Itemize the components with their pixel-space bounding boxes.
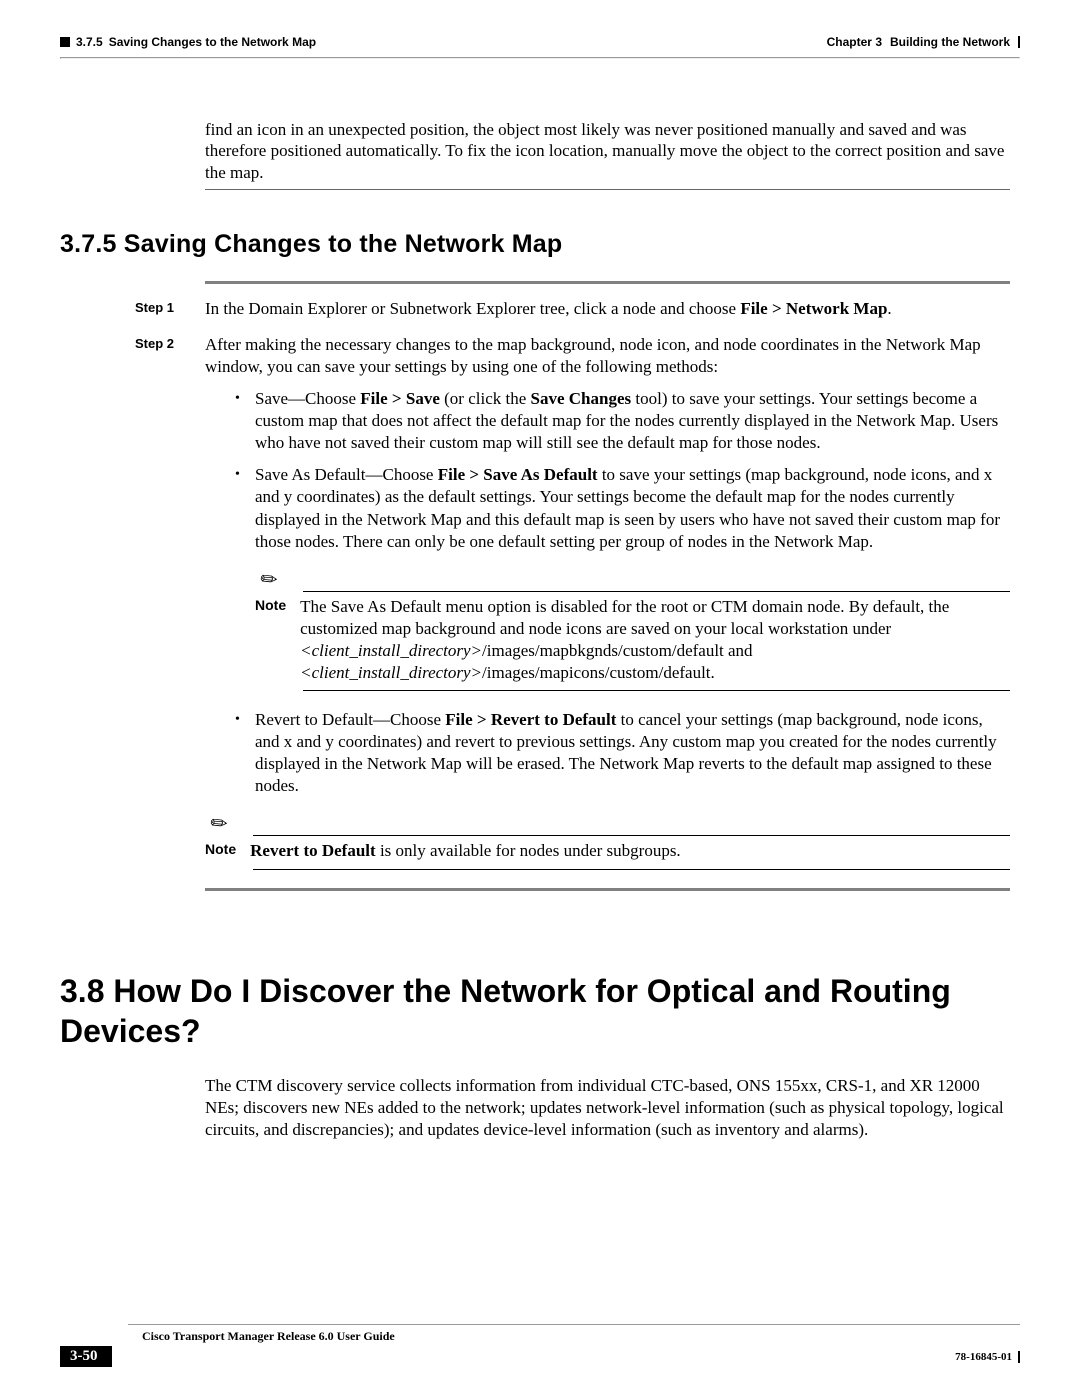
header-marker-icon	[60, 37, 70, 47]
bullet-save-as-default: • Save As Default—Choose File > Save As …	[235, 464, 1010, 552]
bullet-list-2: • Revert to Default—Choose File > Revert…	[235, 709, 1010, 797]
header-rule	[60, 57, 1020, 59]
b2-pre: Save As Default—Choose	[255, 465, 438, 484]
note-revert: ✎ Note Revert to Default is only availab…	[205, 811, 1010, 869]
note-label: Note	[255, 596, 286, 684]
footer-rule	[128, 1324, 1020, 1325]
body-3-8: The CTM discovery service collects infor…	[205, 1075, 1010, 1141]
header-section-num: 3.7.5	[76, 35, 103, 49]
note1-path1-rest: /images/mapbkgnds/custom/default and	[482, 641, 753, 660]
b1-mid: (or click the	[440, 389, 531, 408]
note2-bold: Revert to Default	[250, 841, 376, 860]
bullet-dot-icon: •	[235, 464, 255, 552]
note-label: Note	[205, 840, 236, 862]
note-top-rule	[303, 591, 1010, 592]
page-header: 3.7.5 Saving Changes to the Network Map …	[60, 35, 1020, 49]
bullet-revert: • Revert to Default—Choose File > Revert…	[235, 709, 1010, 797]
step-2-label: Step 2	[135, 334, 205, 378]
page: 3.7.5 Saving Changes to the Network Map …	[0, 0, 1080, 1397]
b1-bold2: Save Changes	[531, 389, 632, 408]
bullet-save: • Save—Choose File > Save (or click the …	[235, 388, 1010, 454]
bullet-list: • Save—Choose File > Save (or click the …	[235, 388, 1010, 553]
step-1-label: Step 1	[135, 298, 205, 320]
note1-line1: The Save As Default menu option is disab…	[300, 597, 949, 638]
b3-bold: File > Revert to Default	[445, 710, 616, 729]
note1-path2-rest: /images/mapicons/custom/default.	[482, 663, 715, 682]
note1-path1-italic: <client_install_directory>	[300, 641, 482, 660]
pencil-icon: ✎	[255, 564, 284, 594]
heading-3-8: 3.8 How Do I Discover the Network for Op…	[60, 971, 1020, 1051]
header-chapter-label: Chapter 3	[827, 35, 882, 49]
footer-docnum-text: 78-16845-01	[955, 1351, 1012, 1363]
intro-paragraph: find an icon in an unexpected position, …	[205, 119, 1010, 183]
page-number-badge: 3-50	[60, 1346, 112, 1367]
bullet-revert-body: Revert to Default—Choose File > Revert t…	[255, 709, 1010, 797]
step-2: Step 2 After making the necessary change…	[135, 334, 1010, 378]
bullet-save-body: Save—Choose File > Save (or click the Sa…	[255, 388, 1010, 454]
footer-bar-icon	[1018, 1351, 1020, 1363]
header-right: Chapter 3 Building the Network	[827, 35, 1020, 49]
header-chapter-title: Building the Network	[890, 35, 1010, 49]
bullet-save-as-default-body: Save As Default—Choose File > Save As De…	[255, 464, 1010, 552]
b1-bold1: File > Save	[360, 389, 440, 408]
step-1-post: .	[887, 299, 891, 318]
bullet-dot-icon: •	[235, 709, 255, 797]
note-bottom-rule	[253, 869, 1010, 870]
header-bar-icon	[1018, 36, 1020, 48]
note2-rest: is only available for nodes under subgro…	[376, 841, 681, 860]
step-1-bold: File > Network Map	[740, 299, 887, 318]
bullet-dot-icon: •	[235, 388, 255, 454]
step-1-pre: In the Domain Explorer or Subnetwork Exp…	[205, 299, 740, 318]
section-bottom-rule	[205, 888, 1010, 891]
footer-docnum: 78-16845-01	[955, 1351, 1020, 1363]
footer-doc-title: Cisco Transport Manager Release 6.0 User…	[142, 1329, 1020, 1344]
section-top-rule	[205, 281, 1010, 284]
header-left: 3.7.5 Saving Changes to the Network Map	[60, 35, 316, 49]
b3-pre: Revert to Default—Choose	[255, 710, 445, 729]
step-2-body: After making the necessary changes to th…	[205, 334, 1010, 378]
intro-bottom-rule	[205, 189, 1010, 190]
note-body: Revert to Default is only available for …	[250, 840, 1010, 862]
b1-pre: Save—Choose	[255, 389, 360, 408]
heading-3-7-5: 3.7.5 Saving Changes to the Network Map	[60, 230, 1020, 259]
pencil-icon: ✎	[205, 809, 234, 839]
note-save-as-default: ✎ Note The Save As Default menu option i…	[255, 567, 1010, 691]
note-bottom-rule	[303, 690, 1010, 691]
step-1: Step 1 In the Domain Explorer or Subnetw…	[135, 298, 1010, 320]
header-section-title: Saving Changes to the Network Map	[109, 35, 316, 49]
page-footer: Cisco Transport Manager Release 6.0 User…	[60, 1316, 1020, 1367]
b2-bold: File > Save As Default	[438, 465, 598, 484]
note-body: The Save As Default menu option is disab…	[300, 596, 1010, 684]
note1-path2-italic: <client_install_directory>	[300, 663, 482, 682]
note-top-rule	[253, 835, 1010, 836]
step-1-body: In the Domain Explorer or Subnetwork Exp…	[205, 298, 1010, 320]
